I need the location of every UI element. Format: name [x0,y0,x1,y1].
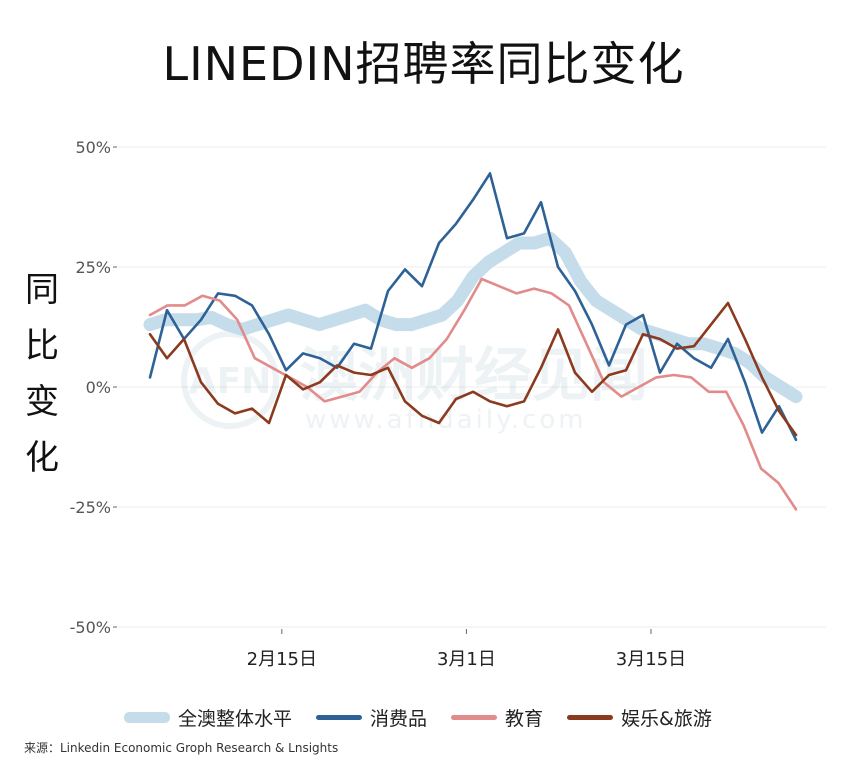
x-tick-label: 2月15日 [247,649,317,670]
legend-label: 全澳整体水平 [178,707,293,730]
legend-label: 消费品 [370,707,428,730]
line-chart: AFN 澳洲财经见闻 www.afndaily.com 50% 25% 0% -25%… [70,138,826,670]
legend-item-consumer: 消费品 [316,704,427,731]
legend-item-education: 教育 [451,704,543,731]
y-tick-label: 50% [75,138,111,157]
watermark: AFN 澳洲财经见闻 www.afndaily.com [181,331,648,435]
y-axis-label-char: 化 [25,438,59,478]
watermark-logo-circle [181,331,279,429]
series-line-overall [143,231,803,404]
y-tick-label: 0% [86,378,111,397]
y-axis-label-char: 同 [25,270,59,310]
y-tick-label: -25% [70,498,111,517]
series-line-consumer [148,172,798,442]
x-tick-label: 3月1日 [437,649,496,670]
y-axis-label: 同 比 变 化 [22,262,62,486]
chart-title: LINEDIN招聘率同比变化 [162,37,685,91]
series [143,172,803,511]
legend-label: 娱乐&旅游 [621,707,712,730]
legend-swatch [124,711,170,723]
legend-swatch [316,714,363,720]
legend-label: 教育 [505,707,544,730]
series-line-education [148,277,798,511]
series-line-entertainment-travel [148,301,798,437]
source-note: 来源：Linkedin Economic Groph Research & Ln… [24,741,339,755]
grid [118,146,826,628]
y-tick-label: 25% [75,258,111,277]
legend: 全澳整体水平 消费品 教育 娱乐&旅游 [124,704,736,730]
watermark-url: www.afndaily.com [305,405,587,435]
legend-item-overall: 全澳整体水平 [124,704,292,731]
y-tick-label: -50% [70,618,111,637]
y-axis-label-char: 比 [25,326,59,366]
legend-swatch [451,714,498,720]
axes: 50% 25% 0% -25% -50% 2月15日 3月1日 3月15日 [70,138,687,670]
legend-item-entertainment-travel: 娱乐&旅游 [567,704,712,731]
watermark-text: 澳洲财经见闻 [300,341,648,409]
x-tick-label: 3月15日 [616,649,686,670]
watermark-logo: AFN [189,361,272,402]
legend-swatch [567,714,614,720]
y-axis-label-char: 变 [25,382,59,422]
